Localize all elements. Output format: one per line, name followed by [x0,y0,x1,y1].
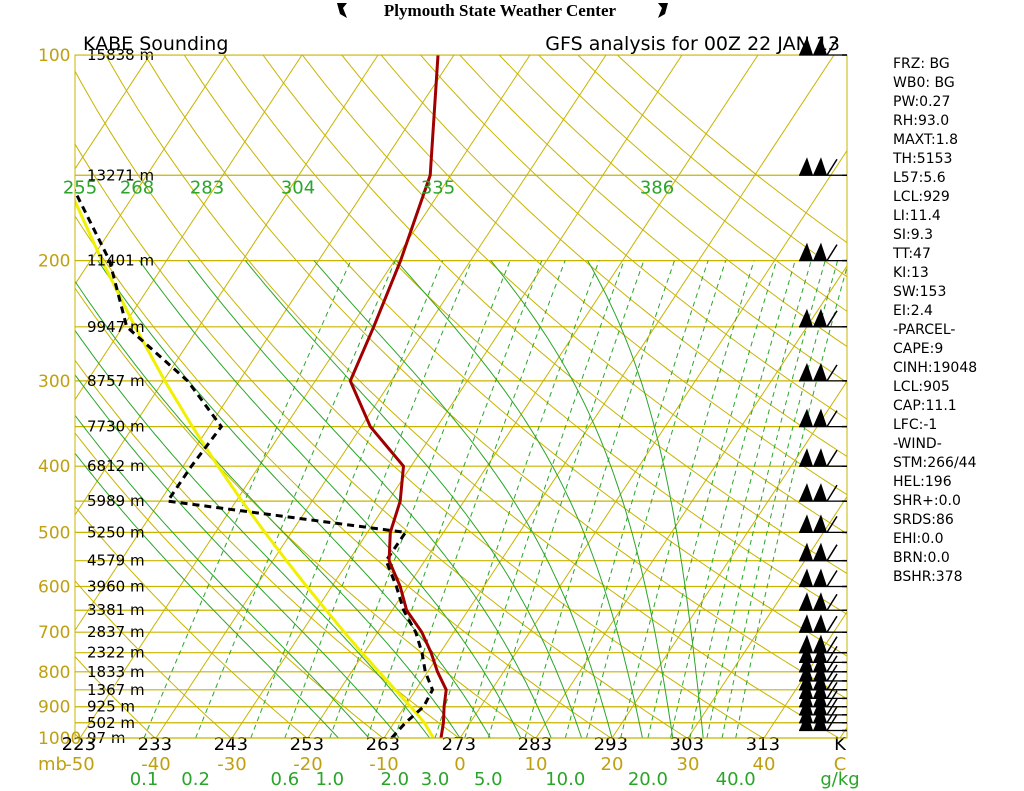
sounding-index: TT:47 [892,246,931,262]
temperature-tick: -30 [217,754,246,775]
sounding-index: SW:153 [893,284,946,300]
sounding-index: STM:266/44 [893,455,977,471]
pressure-label: 200 [38,252,70,272]
pressure-label: 700 [38,623,70,643]
sounding-index: MAXT:1.8 [893,132,958,148]
sounding-index: L57:5.6 [893,170,946,186]
dry-adiabat-line [0,55,3,738]
mixing-ratio-label: 2.0 [380,769,409,790]
theta-e-label: 255 [63,177,97,198]
height-label: 2837 m [87,623,145,641]
sounding-index: -WIND- [893,436,942,452]
mixing-ratio-label: g/kg [820,769,859,790]
sounding-index: TH:5153 [892,151,952,167]
temperature-tick: 10 [525,754,548,775]
theta-e-label: 386 [640,177,674,198]
sounding-index: WB0: BG [893,75,955,91]
sounding-index: LCL:929 [893,189,950,205]
pressure-label: 900 [38,698,70,718]
height-label: 11401 m [87,252,154,270]
sounding-index: EHI:0.0 [893,531,943,547]
sounding-index: CAP:11.1 [893,398,957,414]
height-label: 6812 m [87,457,145,475]
right-emblem-icon [658,3,668,18]
theta-label: 273 [442,734,476,755]
sounding-index: HEL:196 [893,474,952,490]
theta-label: K [834,734,847,755]
chart-header: Plymouth State Weather Center [337,1,668,20]
mixing-ratio-label: 10.0 [545,769,585,790]
theta-e-label: 335 [421,177,455,198]
sounding-index: SHR+:0.0 [893,493,961,509]
sounding-index: FRZ: BG [893,56,950,72]
theta-label: 253 [290,734,324,755]
left-emblem-icon [337,3,347,18]
theta-label: 313 [746,734,780,755]
sounding-index: EI:2.4 [893,303,933,319]
height-label: 5989 m [87,492,145,510]
temperature-tick: 20 [601,754,624,775]
sounding-index: SI:9.3 [893,227,933,243]
theta-label: 293 [594,734,628,755]
pressure-label: 400 [38,457,70,477]
chart-background [75,55,847,738]
height-label: 1367 m [87,681,145,699]
theta-label: 263 [366,734,400,755]
pressure-label: 600 [38,577,70,597]
mixing-ratio-label: 1.0 [315,769,344,790]
temperature-tick: 0 [454,754,465,775]
height-label: 9947 m [87,318,145,336]
height-label: 2322 m [87,644,145,662]
sounding-indices: FRZ: BG WB0: BG PW:0.27 RH:93.0 MAXT:1.8 TH:5… [892,56,977,585]
theta-label: 243 [214,734,248,755]
height-label: 7730 m [87,418,145,436]
sounding-index: PW:0.27 [893,94,950,110]
temperature-axis-unit: mb [38,754,67,775]
sounding-index: CAPE:9 [893,341,943,357]
mixing-ratio-label: 20.0 [628,769,668,790]
mixing-ratio-label: 40.0 [716,769,756,790]
height-label: 8757 m [87,372,145,390]
theta-e-label: 268 [120,177,154,198]
pressure-label: 500 [38,523,70,543]
height-label: 5250 m [87,523,145,541]
height-label: 3960 m [87,577,145,595]
sounding-index: BSHR:378 [893,569,963,585]
sounding-index: RH:93.0 [893,113,949,129]
mixing-ratio-label: 5.0 [474,769,503,790]
height-label: 1833 m [87,663,145,681]
mixing-ratio-label: 0.1 [130,769,159,790]
theta-label: 233 [138,734,172,755]
temperature-tick: -50 [65,754,94,775]
height-label: 4579 m [87,552,145,570]
sounding-index: LCL:905 [893,379,950,395]
theta-e-label: 283 [190,177,224,198]
temperature-tick: 40 [753,754,776,775]
mixing-ratio-label: 0.6 [271,769,300,790]
theta-e-label: 304 [281,177,315,198]
plot-area [75,55,847,738]
sounding-index: LI:11.4 [893,208,941,224]
sounding-index: CINH:19048 [893,360,977,376]
theta-label: 303 [670,734,704,755]
theta-label: 223 [62,734,96,755]
sounding-index: KI:13 [893,265,929,281]
sounding-index: BRN:0.0 [893,550,950,566]
sounding-index: SRDS:86 [893,512,954,528]
chart-title-station: KABE Sounding [83,33,228,55]
height-label: 3381 m [87,601,145,619]
theta-label: 283 [518,734,552,755]
chart-title-model: GFS analysis for 00Z 22 JAN 13 [545,33,840,55]
temperature-tick: 30 [677,754,700,775]
pressure-label: 100 [38,46,70,66]
mixing-ratio-label: 0.2 [181,769,210,790]
header-center: Plymouth State Weather Center [384,1,617,20]
pressure-label: 300 [38,372,70,392]
sounding-index: -PARCEL- [893,322,955,338]
mixing-ratio-label: 3.0 [421,769,450,790]
sounding-index: LFC:-1 [893,417,937,433]
pressure-label: 800 [38,663,70,683]
